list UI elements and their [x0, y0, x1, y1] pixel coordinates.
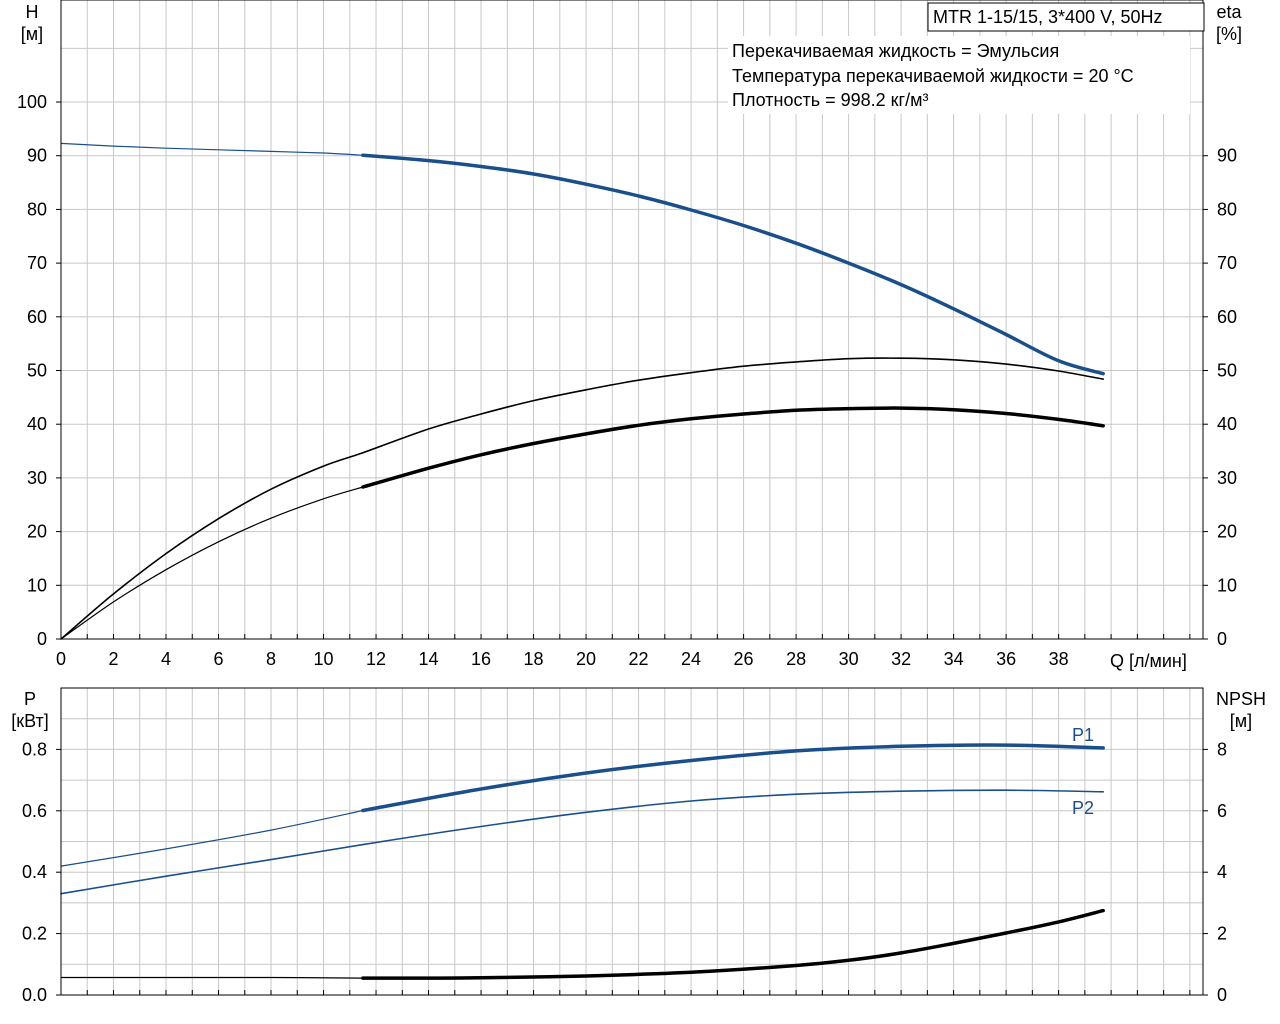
tick-label-left: 70 — [27, 253, 47, 273]
series-p2-line — [60, 789, 1104, 895]
bottom-y-right-title-2: [м] — [1230, 711, 1252, 731]
tick-label-bottom: 38 — [1049, 649, 1069, 669]
bottom-y-left-title-2: [кВт] — [11, 711, 49, 731]
top-y-right-title-2: [%] — [1216, 24, 1242, 44]
tick-label-bottom: 8 — [266, 649, 276, 669]
tick-label-bottom: 10 — [314, 649, 334, 669]
tick-label-left: 20 — [27, 522, 47, 542]
tick-label-left: 40 — [27, 414, 47, 434]
tick-label-left: 10 — [27, 575, 47, 595]
series-p1-line-operating — [361, 743, 1105, 813]
tick-label-bottom: 24 — [681, 649, 701, 669]
tick-label-left: 0.2 — [22, 924, 47, 944]
tick-label-left: 0 — [37, 629, 47, 649]
bottom-grid — [61, 688, 1203, 995]
series-label-p1: P1 — [1072, 725, 1094, 745]
tick-label-bottom: 16 — [471, 649, 491, 669]
info-fluid: Перекачиваемая жидкость = Эмульсия — [732, 41, 1059, 61]
tick-label-bottom: 28 — [786, 649, 806, 669]
info-box — [728, 36, 1190, 114]
tick-label-bottom: 36 — [996, 649, 1016, 669]
tick-label-left: 100 — [17, 92, 47, 112]
tick-label-left: 80 — [27, 199, 47, 219]
model-label: MTR 1-15/15, 3*400 V, 50Hz — [933, 7, 1162, 27]
tick-label-left: 0.8 — [22, 739, 47, 759]
tick-label-bottom: 20 — [576, 649, 596, 669]
bottom-frame — [60, 687, 1204, 996]
tick-label-right: 6 — [1217, 801, 1227, 821]
top-frame — [60, 0, 1204, 640]
tick-label-right: 8 — [1217, 739, 1227, 759]
tick-label-bottom: 0 — [56, 649, 66, 669]
tick-label-right: 70 — [1217, 253, 1237, 273]
tick-label-bottom: 26 — [734, 649, 754, 669]
tick-label-right: 2 — [1217, 924, 1227, 944]
top-y-left-title-2: [м] — [21, 24, 43, 44]
info-temperature: Температура перекачиваемой жидкости = 20… — [732, 66, 1134, 86]
tick-label-right: 10 — [1217, 575, 1237, 595]
tick-label-right: 4 — [1217, 862, 1227, 882]
tick-label-left: 50 — [27, 361, 47, 381]
tick-label-right: 30 — [1217, 468, 1237, 488]
tick-label-right: 50 — [1217, 361, 1237, 381]
series-p1-line-extrapolated — [60, 809, 364, 867]
tick-label-right: 60 — [1217, 307, 1237, 327]
info-density: Плотность = 998.2 кг/м³ — [732, 90, 928, 110]
tick-label-right: 40 — [1217, 414, 1237, 434]
series-top-1-line — [60, 357, 1104, 640]
series-bottom-2-line-extrapolated — [61, 976, 363, 979]
top-curves — [60, 142, 1105, 640]
series-label-p2: P2 — [1072, 798, 1094, 818]
bottom-y-right-title-1: NPSH — [1216, 689, 1266, 709]
tick-label-right: 0 — [1217, 985, 1227, 1005]
top-grid — [61, 0, 1203, 639]
tick-label-right: 90 — [1217, 146, 1237, 166]
top-x-axis-title: Q [л/мин] — [1110, 651, 1187, 671]
tick-label-bottom: 4 — [161, 649, 171, 669]
top-y-right-title-1: eta — [1216, 2, 1242, 22]
tick-label-left: 60 — [27, 307, 47, 327]
tick-label-left: 0.4 — [22, 862, 47, 882]
tick-label-bottom: 34 — [944, 649, 964, 669]
model-box — [927, 2, 1205, 32]
tick-label-bottom: 12 — [366, 649, 386, 669]
series-bottom-2-line-operating — [361, 908, 1105, 980]
tick-label-right: 80 — [1217, 199, 1237, 219]
tick-label-bottom: 18 — [524, 649, 544, 669]
tick-label-bottom: 22 — [629, 649, 649, 669]
series-top-2-line-extrapolated — [60, 486, 364, 640]
top-y-left-title-1: H — [26, 2, 39, 22]
tick-label-right: 0 — [1217, 629, 1227, 649]
tick-label-bottom: 2 — [108, 649, 118, 669]
tick-label-left: 0.6 — [22, 801, 47, 821]
top-ticks: 0102030405060708090100010203040506070809… — [17, 92, 1237, 669]
tick-label-left: 90 — [27, 146, 47, 166]
top-panel: 0102030405060708090100010203040506070809… — [17, 0, 1242, 671]
tick-label-left: 0.0 — [22, 985, 47, 1005]
bottom-ticks: 0.0 0.2 0.4 0.6 0.8 0 2 4 6 8 — [22, 739, 1227, 1005]
bottom-panel: 0.0 0.2 0.4 0.6 0.8 0 2 4 6 8 P [кВт] NPSH [м] P1… — [11, 687, 1266, 1005]
series-top-2-line-operating — [361, 406, 1105, 489]
series-top-0-line-operating — [361, 153, 1105, 376]
bottom-y-left-title-1: P — [24, 689, 36, 709]
tick-label-bottom: 14 — [419, 649, 439, 669]
tick-label-bottom: 32 — [891, 649, 911, 669]
tick-label-left: 30 — [27, 468, 47, 488]
bottom-curves — [60, 743, 1105, 980]
tick-label-right: 20 — [1217, 522, 1237, 542]
series-top-0-line-extrapolated — [60, 142, 363, 156]
tick-label-bottom: 6 — [214, 649, 224, 669]
tick-label-bottom: 30 — [839, 649, 859, 669]
